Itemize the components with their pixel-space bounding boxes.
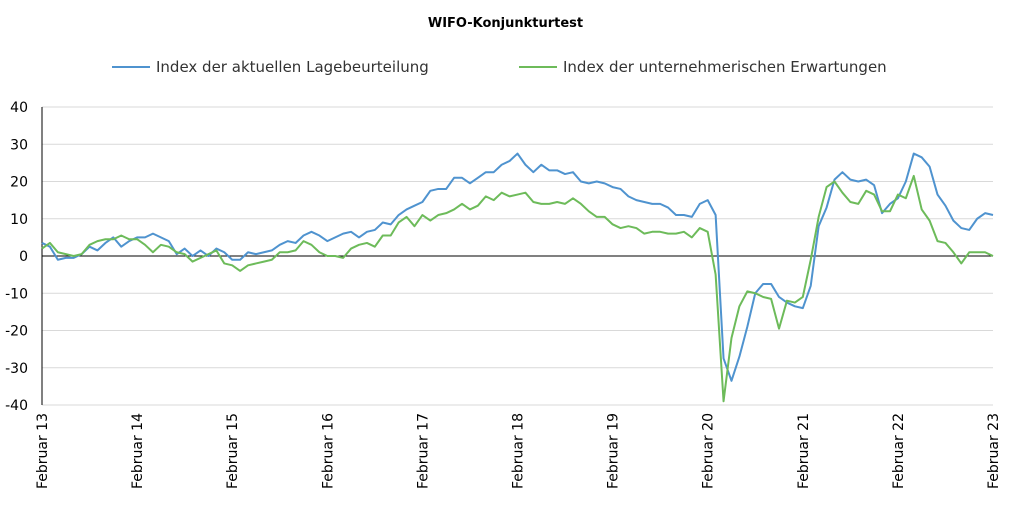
legend-item-erwartungen: Index der unternehmerischen Erwartungen	[519, 58, 887, 76]
legend-item-lagebeurteilung: Index der aktuellen Lagebeurteilung	[112, 58, 429, 76]
y-tick-label: 30	[10, 137, 28, 153]
x-tick-label: Februar 21	[796, 413, 812, 489]
series-lines	[41, 152, 994, 403]
y-axis-ticks: 40 30 20 10 0 -10 -20 -30 -40	[5, 100, 28, 414]
legend: Index der aktuellen Lagebeurteilung Inde…	[0, 58, 1011, 80]
x-tick-label: Februar 22	[891, 413, 907, 489]
series-line-erwartungen	[41, 174, 994, 403]
x-tick-label: Februar 15	[225, 413, 241, 489]
legend-label-lagebeurteilung: Index der aktuellen Lagebeurteilung	[156, 58, 429, 76]
x-tick-label: Februar 17	[415, 413, 431, 489]
y-tick-label: 40	[10, 100, 28, 116]
y-tick-label: 20	[10, 175, 28, 191]
y-tick-label: 10	[10, 212, 28, 228]
x-tick-label: Februar 16	[320, 413, 336, 489]
series-line-lagebeurteilung	[41, 152, 994, 382]
legend-swatch-erwartungen	[519, 66, 557, 68]
x-axis: Februar 13 Februar 14 Februar 15 Februar 16…	[35, 107, 1002, 489]
x-tick-label: Februar 14	[130, 413, 146, 489]
x-tick-label: Februar 13	[35, 413, 51, 489]
y-tick-label: -20	[5, 324, 28, 340]
y-tick-label: -10	[5, 286, 28, 302]
y-tick-label: -40	[5, 398, 28, 414]
x-tick-label: Februar 18	[511, 413, 527, 489]
x-tick-label: Februar 20	[701, 413, 717, 489]
x-tick-label: Februar 23	[986, 413, 1002, 489]
y-tick-label: 0	[19, 249, 28, 265]
legend-swatch-lagebeurteilung	[112, 66, 150, 68]
chart-title: WIFO-Konjunkturtest	[427, 16, 584, 31]
y-tick-label: -30	[5, 361, 28, 377]
legend-label-erwartungen: Index der unternehmerischen Erwartungen	[563, 58, 887, 76]
x-tick-label: Februar 19	[606, 413, 622, 489]
